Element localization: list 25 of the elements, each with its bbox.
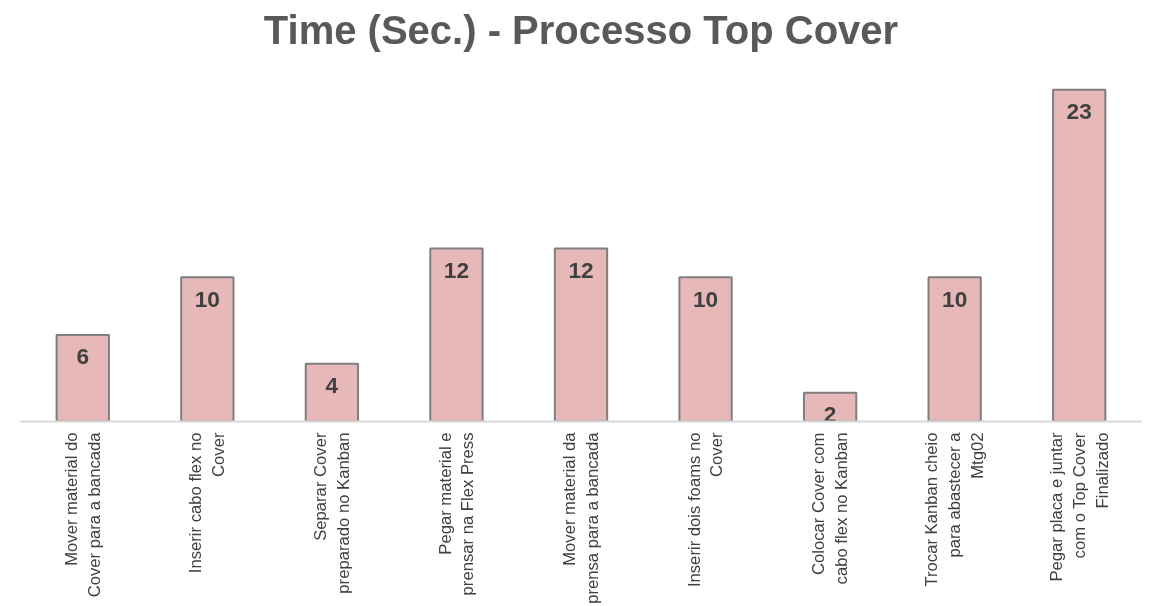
data-label: 4 <box>325 372 339 399</box>
bar <box>1052 88 1107 422</box>
data-label: 12 <box>568 256 594 283</box>
data-label: 10 <box>692 285 719 312</box>
x-tick-label: Pegar placa e juntar com o Top Cover Finalizado <box>1046 432 1112 582</box>
bar <box>553 247 609 422</box>
chart-title: Time (Sec.) - Processo Top Cover <box>263 7 899 52</box>
x-tick-label: Separar Cover preparado no Kanban <box>310 432 353 594</box>
data-label: 23 <box>1066 98 1092 125</box>
data-label: 12 <box>443 256 470 283</box>
bar <box>678 276 733 422</box>
bar <box>55 333 110 422</box>
data-label: 6 <box>76 343 90 370</box>
bar <box>802 391 858 422</box>
x-tick-label: Trocar Kanban cheio para abastecer a Mtg02 <box>922 431 987 587</box>
data-label: 10 <box>942 285 968 312</box>
bar <box>927 276 982 422</box>
data-label: 10 <box>194 285 220 312</box>
x-tick-label: Inserir cabo flex no Cover <box>186 432 229 574</box>
bar <box>429 247 484 422</box>
x-tick-label: Mover material do Cover para a bancada <box>61 431 104 598</box>
x-tick-label: Colocar Cover com cabo flex no Kanban <box>809 432 852 585</box>
x-tick-label: Inserir dois foams no Cover <box>684 432 727 588</box>
bar <box>180 276 235 422</box>
bar <box>304 362 360 422</box>
